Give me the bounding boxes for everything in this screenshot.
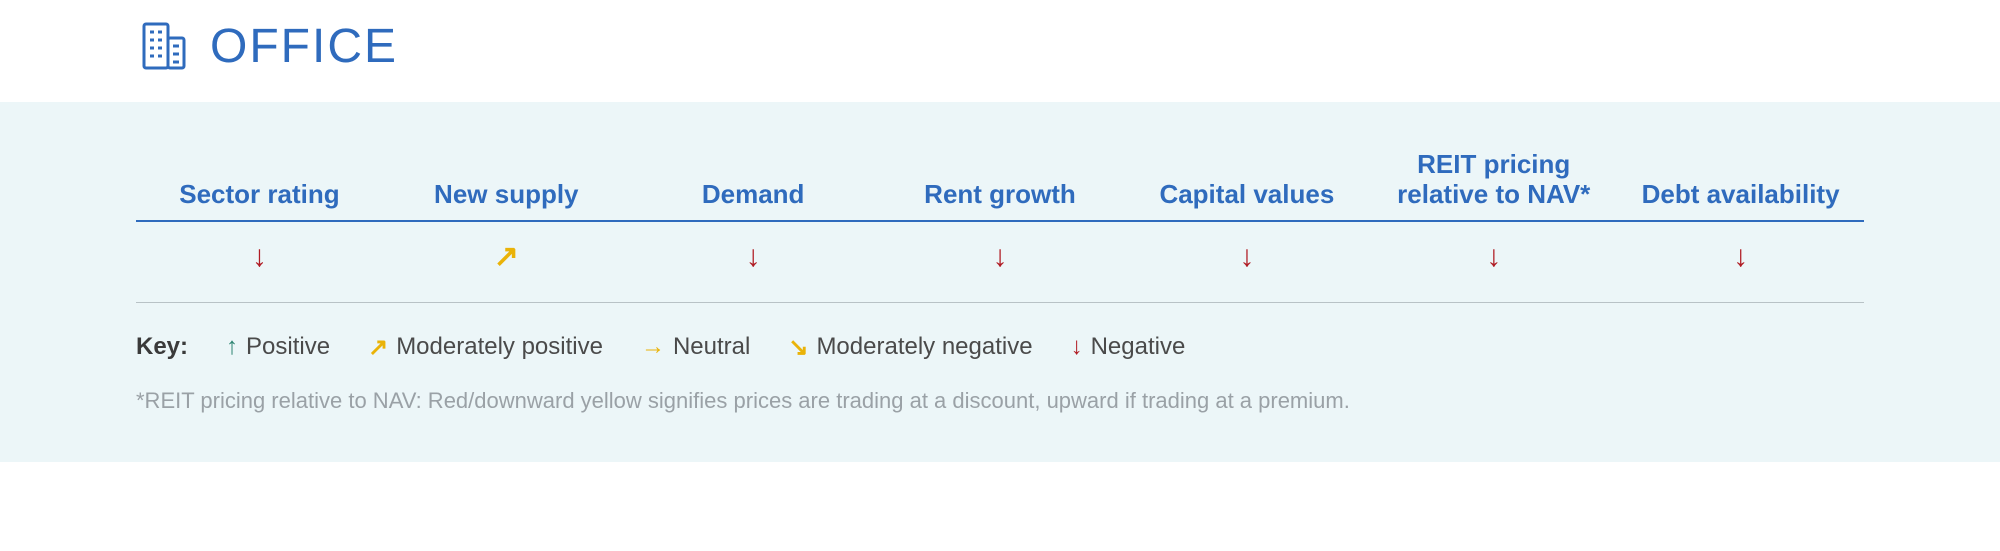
negative-arrow-icon: ↓	[1071, 333, 1083, 361]
neutral-arrow-icon: →	[641, 333, 665, 361]
legend: Key: ↑ Positive ↗ Moderately positive → Neutr…	[136, 333, 1864, 362]
ratings-panel: Sector ratingNew supplyDemandRent growth…	[0, 102, 2000, 462]
ratings-table: Sector ratingNew supplyDemandRent growth…	[136, 150, 1864, 303]
mod_negative-arrow-icon: ↘	[788, 333, 808, 362]
column-header: Sector rating	[136, 180, 383, 210]
legend-item-label: Positive	[246, 333, 330, 361]
indicator-cell: ↗	[383, 242, 630, 272]
mod_positive-arrow-icon: ↗	[368, 333, 388, 362]
positive-arrow-icon: ↑	[226, 333, 238, 361]
legend-item-label: Moderately positive	[396, 333, 603, 361]
negative-arrow-icon: ↓	[1486, 242, 1501, 272]
column-header: Rent growth	[877, 180, 1124, 210]
legend-item-label: Negative	[1091, 333, 1186, 361]
legend-item: ↑ Positive	[226, 333, 330, 361]
column-header: New supply	[383, 180, 630, 210]
negative-arrow-icon: ↓	[1239, 242, 1254, 272]
office-building-icon	[136, 18, 192, 74]
indicator-cell: ↓	[136, 242, 383, 272]
negative-arrow-icon: ↓	[252, 242, 267, 272]
indicator-cell: ↓	[1123, 242, 1370, 272]
legend-item-label: Neutral	[673, 333, 750, 361]
legend-item: ↘ Moderately negative	[788, 333, 1032, 362]
indicator-cell: ↓	[877, 242, 1124, 272]
legend-label: Key:	[136, 333, 188, 361]
column-header: Capital values	[1123, 180, 1370, 210]
section-title: OFFICE	[210, 19, 398, 74]
footnote: *REIT pricing relative to NAV: Red/downw…	[136, 388, 1864, 414]
column-header: REIT pricing relative to NAV*	[1370, 150, 1617, 210]
column-header: Demand	[630, 180, 877, 210]
indicator-cell: ↓	[1617, 242, 1864, 272]
column-header: Debt availability	[1617, 180, 1864, 210]
mod_positive-arrow-icon: ↗	[494, 242, 519, 272]
negative-arrow-icon: ↓	[993, 242, 1008, 272]
negative-arrow-icon: ↓	[1733, 242, 1748, 272]
section-header: OFFICE	[0, 0, 2000, 102]
table-data-row: ↓ ↗ ↓ ↓ ↓ ↓ ↓	[136, 222, 1864, 303]
table-header-row: Sector ratingNew supplyDemandRent growth…	[136, 150, 1864, 222]
indicator-cell: ↓	[630, 242, 877, 272]
legend-item: ↗ Moderately positive	[368, 333, 603, 362]
legend-item: ↓ Negative	[1071, 333, 1186, 361]
legend-item-label: Moderately negative	[816, 333, 1032, 361]
legend-item: → Neutral	[641, 333, 750, 361]
negative-arrow-icon: ↓	[746, 242, 761, 272]
indicator-cell: ↓	[1370, 242, 1617, 272]
